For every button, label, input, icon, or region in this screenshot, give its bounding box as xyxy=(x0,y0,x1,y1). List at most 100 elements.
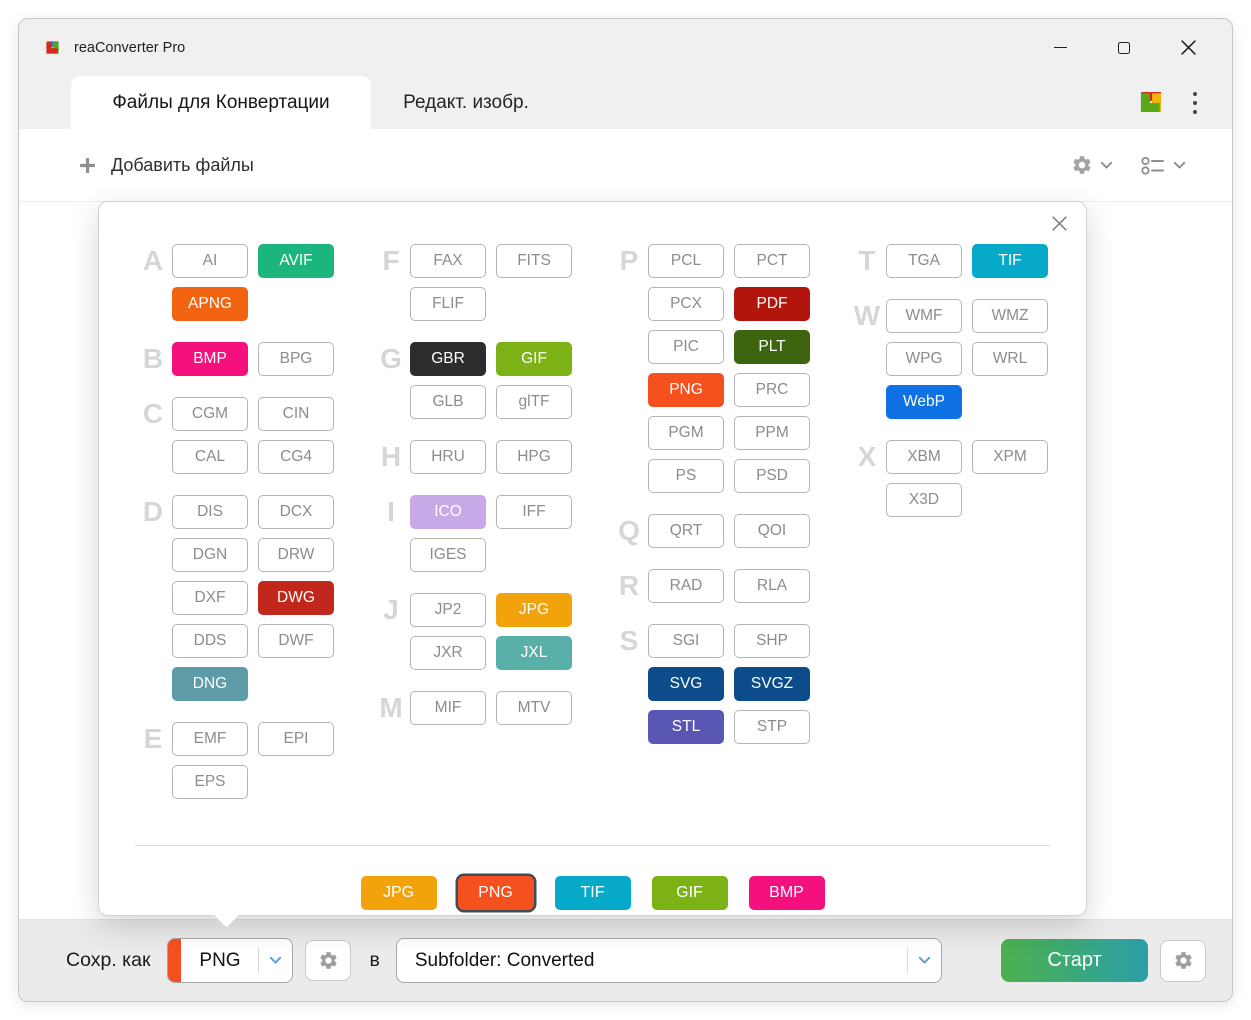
format-button-psd[interactable]: PSD xyxy=(734,459,810,493)
format-button-dwg[interactable]: DWG xyxy=(258,581,334,615)
conversion-settings-button[interactable] xyxy=(1160,939,1206,982)
section-letter-a: A xyxy=(142,245,164,276)
format-button-iges[interactable]: IGES xyxy=(410,538,486,572)
format-button-cin[interactable]: CIN xyxy=(258,397,334,431)
format-button-dng[interactable]: DNG xyxy=(172,667,248,701)
format-button-qrt[interactable]: QRT xyxy=(648,514,724,548)
add-files-label: Добавить файлы xyxy=(111,154,254,175)
chevron-down-icon[interactable] xyxy=(259,956,292,965)
format-button-gif[interactable]: GIF xyxy=(496,342,572,376)
format-button-tga[interactable]: TGA xyxy=(886,244,962,278)
format-button-pic[interactable]: PIC xyxy=(648,330,724,364)
format-button-pcx[interactable]: PCX xyxy=(648,287,724,321)
format-button-fax[interactable]: FAX xyxy=(410,244,486,278)
format-button-rla[interactable]: RLA xyxy=(734,569,810,603)
format-button-wrl[interactable]: WRL xyxy=(972,342,1048,376)
add-files-button[interactable]: Добавить файлы xyxy=(79,155,254,176)
format-button-dxf[interactable]: DXF xyxy=(172,581,248,615)
format-button-dcx[interactable]: DCX xyxy=(258,495,334,529)
format-button-drw[interactable]: DRW xyxy=(258,538,334,572)
format-button-epi[interactable]: EPI xyxy=(258,722,334,756)
format-button-fits[interactable]: FITS xyxy=(496,244,572,278)
format-settings-button[interactable] xyxy=(305,940,352,981)
format-button-flif[interactable]: FLIF xyxy=(410,287,486,321)
format-button-dis[interactable]: DIS xyxy=(172,495,248,529)
maximize-button[interactable] xyxy=(1114,38,1134,58)
menu-kebab-icon[interactable] xyxy=(1186,87,1204,119)
close-button[interactable] xyxy=(1178,38,1198,58)
save-as-label: Сохр. как xyxy=(66,949,151,971)
format-button-gbr[interactable]: GBR xyxy=(410,342,486,376)
format-button-eps[interactable]: EPS xyxy=(172,765,248,799)
format-button-hpg[interactable]: HPG xyxy=(496,440,572,474)
format-button-mtv[interactable]: MTV xyxy=(496,691,572,725)
format-button-prc[interactable]: PRC xyxy=(734,373,810,407)
format-button-stl[interactable]: STL xyxy=(648,710,724,744)
quick-format-button-tif[interactable]: TIF xyxy=(554,876,631,910)
format-button-iff[interactable]: IFF xyxy=(496,495,572,529)
format-button-bpg[interactable]: BPG xyxy=(258,342,334,376)
format-button-pcl[interactable]: PCL xyxy=(648,244,724,278)
format-button-png[interactable]: PNG xyxy=(648,373,724,407)
chevron-down-icon[interactable] xyxy=(1173,161,1186,170)
format-button-stp[interactable]: STP xyxy=(734,710,810,744)
format-button-jxl[interactable]: JXL xyxy=(496,636,572,670)
format-button-ppm[interactable]: PPM xyxy=(734,416,810,450)
minimize-button[interactable] xyxy=(1050,38,1070,58)
view-options-icon[interactable] xyxy=(1139,154,1166,177)
format-button-ai[interactable]: AI xyxy=(172,244,248,278)
quick-format-button-png[interactable]: PNG xyxy=(457,876,534,910)
format-button-shp[interactable]: SHP xyxy=(734,624,810,658)
format-button-cgm[interactable]: CGM xyxy=(172,397,248,431)
format-button-jxr[interactable]: JXR xyxy=(410,636,486,670)
start-button[interactable]: Старт xyxy=(1001,939,1148,982)
quick-format-button-bmp[interactable]: BMP xyxy=(748,876,825,910)
format-button-avif[interactable]: AVIF xyxy=(258,244,334,278)
format-button-tif[interactable]: TIF xyxy=(972,244,1048,278)
format-button-wmf[interactable]: WMF xyxy=(886,299,962,333)
format-button-rad[interactable]: RAD xyxy=(648,569,724,603)
format-button-glb[interactable]: GLB xyxy=(410,385,486,419)
format-button-pct[interactable]: PCT xyxy=(734,244,810,278)
format-button-dgn[interactable]: DGN xyxy=(172,538,248,572)
format-button-xbm[interactable]: XBM xyxy=(886,440,962,474)
format-button-x3d[interactable]: X3D xyxy=(886,483,962,517)
format-button-dwf[interactable]: DWF xyxy=(258,624,334,658)
destination-select[interactable]: Subfolder: Converted xyxy=(395,938,942,983)
close-popup-icon[interactable] xyxy=(1049,213,1069,233)
quick-format-button-jpg[interactable]: JPG xyxy=(360,876,437,910)
tab-edit-images[interactable]: Редакт. изобр. xyxy=(371,76,561,129)
format-button-jp2[interactable]: JP2 xyxy=(410,593,486,627)
format-button-sgi[interactable]: SGI xyxy=(648,624,724,658)
format-button-pdf[interactable]: PDF xyxy=(734,287,810,321)
format-button-pgm[interactable]: PGM xyxy=(648,416,724,450)
format-button-emf[interactable]: EMF xyxy=(172,722,248,756)
format-button-ico[interactable]: ICO xyxy=(410,495,486,529)
format-button-jpg[interactable]: JPG xyxy=(496,593,572,627)
tab-files-to-convert[interactable]: Файлы для Конвертации xyxy=(71,76,371,129)
output-format-select[interactable]: PNG xyxy=(167,938,294,983)
format-button-bmp[interactable]: BMP xyxy=(172,342,248,376)
format-button-ps[interactable]: PS xyxy=(648,459,724,493)
section-letter-c: C xyxy=(142,398,164,429)
chevron-down-icon[interactable] xyxy=(1100,161,1113,170)
format-button-dds[interactable]: DDS xyxy=(172,624,248,658)
quick-format-button-gif[interactable]: GIF xyxy=(651,876,728,910)
format-button-cg4[interactable]: CG4 xyxy=(258,440,334,474)
format-button-gltf[interactable]: glTF xyxy=(496,385,572,419)
settings-gear-icon[interactable] xyxy=(1071,154,1093,176)
format-button-plt[interactable]: PLT xyxy=(734,330,810,364)
format-button-mif[interactable]: MIF xyxy=(410,691,486,725)
format-button-apng[interactable]: APNG xyxy=(172,287,248,321)
format-button-qoi[interactable]: QOI xyxy=(734,514,810,548)
format-button-xpm[interactable]: XPM xyxy=(972,440,1048,474)
tab-bar: Файлы для Конвертации Редакт. изобр. xyxy=(19,76,1232,129)
format-button-cal[interactable]: CAL xyxy=(172,440,248,474)
format-button-hru[interactable]: HRU xyxy=(410,440,486,474)
format-button-svgz[interactable]: SVGZ xyxy=(734,667,810,701)
format-button-webp[interactable]: WebP xyxy=(886,385,962,419)
format-button-wmz[interactable]: WMZ xyxy=(972,299,1048,333)
chevron-down-icon[interactable] xyxy=(908,956,941,965)
format-button-wpg[interactable]: WPG xyxy=(886,342,962,376)
format-button-svg[interactable]: SVG xyxy=(648,667,724,701)
